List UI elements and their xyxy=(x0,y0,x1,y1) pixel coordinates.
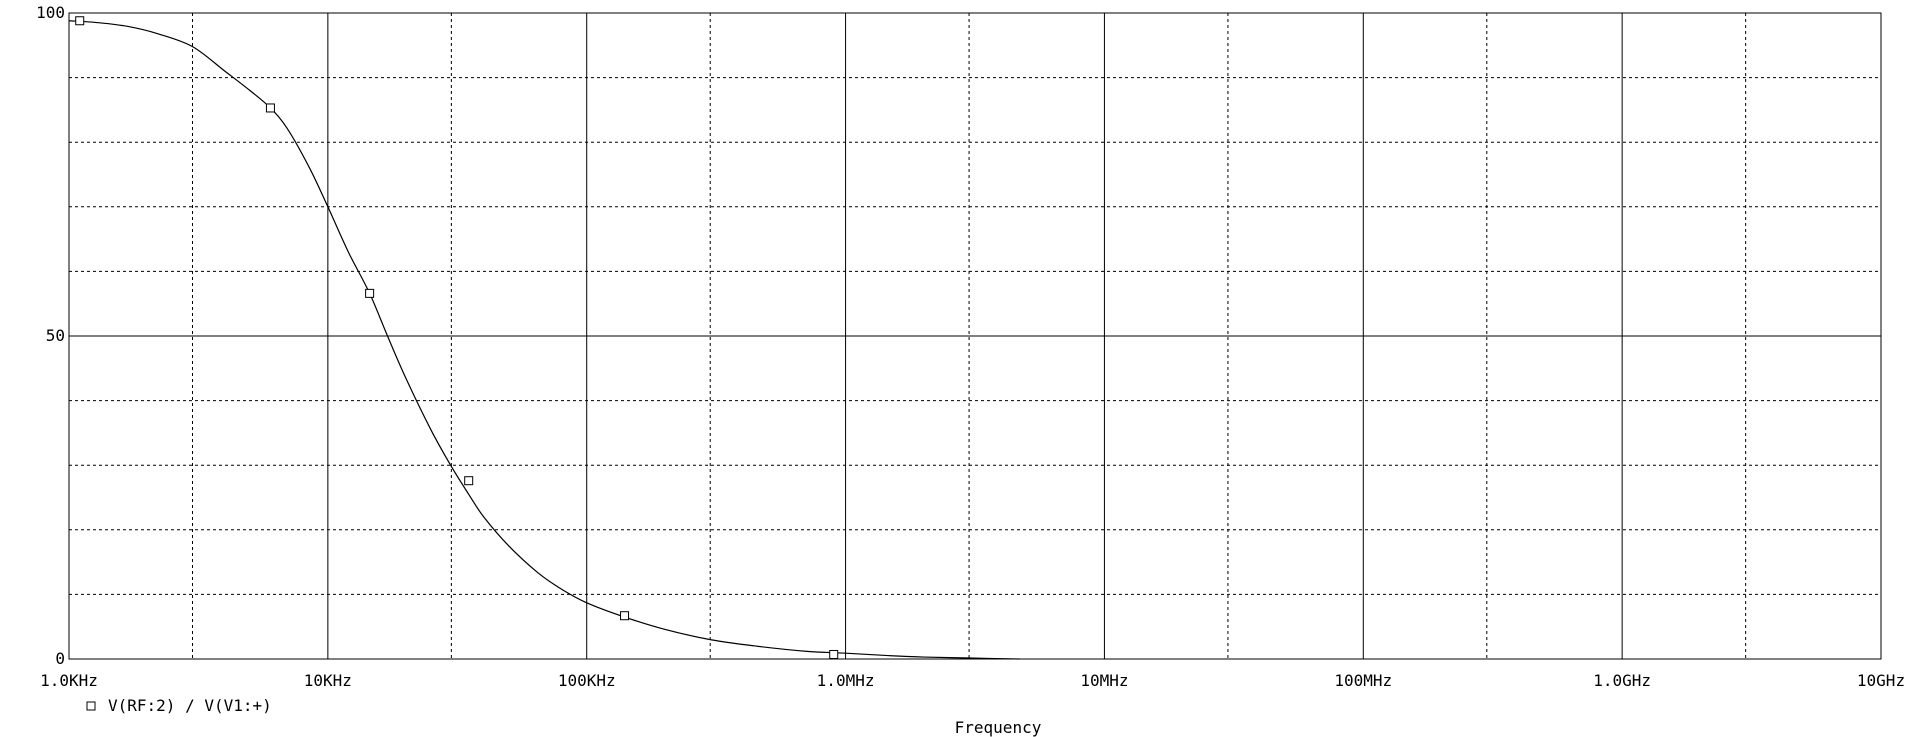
series-marker-point xyxy=(829,649,839,659)
y-tick-label: 100 xyxy=(36,3,65,22)
y-tick-label: 0 xyxy=(55,649,65,668)
label-layer: 1.0KHz 10KHz 100KHz 1.0MHz 10MHz 100MHz 1.0GHz… xyxy=(36,3,1905,690)
x-tick-label: 1.0MHz xyxy=(817,671,875,690)
plot-frame xyxy=(68,12,1882,660)
grid-layer xyxy=(68,12,1882,660)
series-layer xyxy=(68,16,1020,660)
series-line xyxy=(68,20,1020,660)
series-marker-point xyxy=(265,103,275,113)
x-tick-label: 1.0GHz xyxy=(1593,671,1651,690)
x-tick-label: 10GHz xyxy=(1857,671,1905,690)
x-tick-label: 10KHz xyxy=(304,671,352,690)
series-marker-point xyxy=(365,288,375,298)
x-tick-label: 100MHz xyxy=(1334,671,1392,690)
axis-layer xyxy=(68,12,1882,660)
series-marker-point xyxy=(464,476,474,486)
legend: V(RF:2) / V(V1:+) xyxy=(86,696,272,715)
x-tick-label: 10MHz xyxy=(1080,671,1128,690)
legend-label: V(RF:2) / V(V1:+) xyxy=(108,696,272,715)
legend-marker-square xyxy=(86,701,96,711)
series-marker-point xyxy=(75,16,85,26)
x-tick-label: 100KHz xyxy=(558,671,616,690)
x-axis-title: Frequency xyxy=(955,718,1042,737)
series-marker-point xyxy=(620,611,630,621)
y-tick-label: 50 xyxy=(46,326,65,345)
x-tick-label: 1.0KHz xyxy=(40,671,98,690)
